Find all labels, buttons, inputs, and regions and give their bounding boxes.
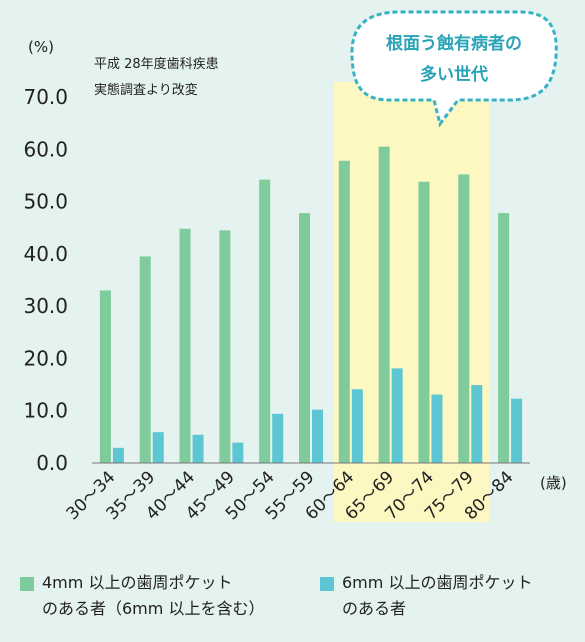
legend-label-4mm-line-2: のある者（6mm 以上を含む） <box>42 599 265 618</box>
bar <box>312 409 323 463</box>
bar <box>391 368 403 463</box>
callout-line-2: 多い世代 <box>420 64 488 85</box>
y-tick-label: 60.0 <box>23 137 68 161</box>
legend-label-4mm: 4mm 以上の歯周ポケット のある者（6mm 以上を含む） <box>42 570 264 622</box>
legend-label-6mm: 6mm 以上の歯周ポケット のある者 <box>342 570 532 622</box>
x-axis-unit: (歳) <box>540 474 567 492</box>
callout-line-1: 根面う蝕有病者の <box>386 33 522 54</box>
bar <box>498 213 510 463</box>
source-note-line-2: 実態調査より改変 <box>94 82 198 98</box>
bar <box>139 256 151 463</box>
bar <box>112 447 124 463</box>
bar <box>219 230 231 463</box>
bars <box>99 146 523 463</box>
bar <box>259 179 271 463</box>
legend: 4mm 以上の歯周ポケット のある者（6mm 以上を含む） 6mm 以上の歯周ポ… <box>20 570 580 636</box>
y-tick-label: 30.0 <box>23 294 68 318</box>
callout-shape <box>350 10 558 128</box>
legend-item-6mm: 6mm 以上の歯周ポケット のある者 <box>320 570 532 622</box>
bar <box>351 389 363 463</box>
source-note-line-1: 平成 28年度歯科疾患 <box>94 56 219 72</box>
bar <box>272 413 284 463</box>
bar <box>152 432 164 463</box>
bar <box>418 181 430 463</box>
bar <box>192 434 204 463</box>
legend-label-6mm-line-2: のある者 <box>342 599 407 618</box>
bar <box>338 160 350 463</box>
bar <box>99 290 111 463</box>
legend-swatch-4mm <box>20 577 34 591</box>
bar <box>232 442 244 463</box>
y-axis-unit: (%) <box>28 38 54 56</box>
bar <box>431 394 443 463</box>
legend-label-4mm-line-1: 4mm 以上の歯周ポケット <box>42 573 233 592</box>
bar <box>511 398 523 463</box>
y-axis: 0.0 10.0 20.0 30.0 40.0 50.0 60.0 70.0 <box>23 85 68 475</box>
bar <box>471 385 483 463</box>
legend-item-4mm: 4mm 以上の歯周ポケット のある者（6mm 以上を含む） <box>20 570 264 622</box>
y-tick-label: 40.0 <box>23 242 68 266</box>
bar <box>299 213 310 463</box>
bar <box>378 146 390 463</box>
y-tick-label: 0.0 <box>36 451 68 475</box>
y-tick-label: 50.0 <box>23 190 68 214</box>
y-tick-label: 10.0 <box>23 399 68 423</box>
bar <box>458 174 470 463</box>
legend-label-6mm-line-1: 6mm 以上の歯周ポケット <box>342 573 533 592</box>
callout-bubble: 根面う蝕有病者の 多い世代 <box>350 10 558 128</box>
legend-swatch-6mm <box>320 577 334 591</box>
bar <box>179 228 191 463</box>
y-tick-label: 20.0 <box>23 346 68 370</box>
y-tick-label: 70.0 <box>23 85 68 109</box>
